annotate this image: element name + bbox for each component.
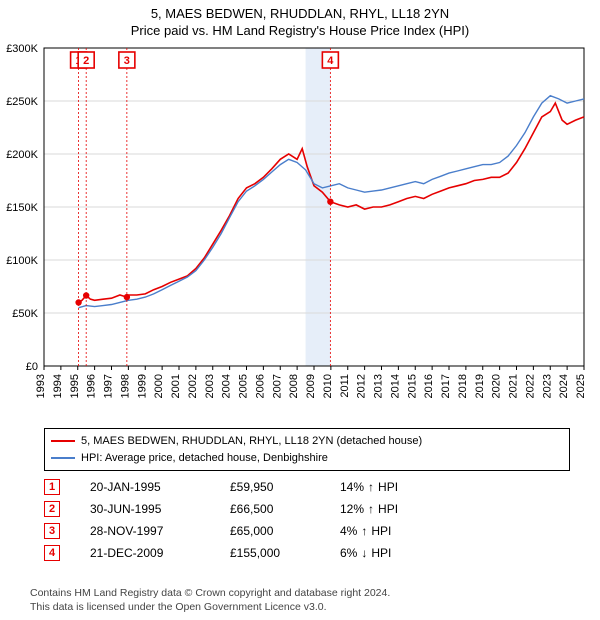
x-tick-label: 1993 — [35, 374, 47, 398]
x-tick-label: 2014 — [389, 374, 401, 398]
sales-table: 1 20-JAN-1995£59,95014% ↑ HPI 2 30-JUN-1995… — [44, 479, 570, 561]
y-tick-label: £300K — [6, 43, 38, 55]
x-tick-label: 2004 — [221, 374, 233, 398]
sale-date: 30-JUN-1995 — [90, 502, 230, 516]
sale-delta: 14% ↑ HPI — [340, 480, 460, 494]
x-tick-label: 2002 — [187, 374, 199, 398]
x-tick-label: 2025 — [575, 374, 587, 398]
legend-row-property: 5, MAES BEDWEN, RHUDDLAN, RHYL, LL18 2YN… — [51, 433, 563, 450]
legend-row-hpi: HPI: Average price, detached house, Denb… — [51, 450, 563, 467]
price-chart-svg: £0 £50K £100K £150K £200K £250K £300K 1993 1994 1… — [0, 42, 600, 422]
footer: Contains HM Land Registry data © Crown c… — [30, 586, 580, 614]
sale-marker-dot — [75, 299, 81, 305]
x-tick-label: 2007 — [271, 374, 283, 398]
sale-date: 20-JAN-1995 — [90, 480, 230, 494]
x-tick-label: 2012 — [356, 374, 368, 398]
sales-row: 1 20-JAN-1995£59,95014% ↑ HPI — [44, 479, 570, 495]
sale-marker-box: 1 — [44, 479, 60, 495]
x-tick-label: 2017 — [440, 374, 452, 398]
y-tick-label: £150K — [6, 202, 38, 214]
x-tick-label: 2018 — [457, 374, 469, 398]
y-tick-label: £250K — [6, 96, 38, 108]
legend-swatch-hpi — [51, 457, 75, 459]
sale-date: 21-DEC-2009 — [90, 546, 230, 560]
y-tick-label: £200K — [6, 149, 38, 161]
sale-marker-number: 3 — [124, 55, 130, 67]
x-tick-label: 1999 — [136, 374, 148, 398]
x-tick-label: 2001 — [170, 374, 182, 398]
sale-marker-dot — [124, 294, 130, 300]
sale-marker-box: 3 — [44, 523, 60, 539]
x-tick-label: 2006 — [254, 374, 266, 398]
x-tick-label: 2009 — [305, 374, 317, 398]
sale-delta: 12% ↑ HPI — [340, 502, 460, 516]
sales-row: 4 21-DEC-2009£155,0006% ↓ HPI — [44, 545, 570, 561]
sale-price: £155,000 — [230, 546, 340, 560]
x-tick-label: 2022 — [524, 374, 536, 398]
sale-marker-box: 4 — [44, 545, 60, 561]
y-tick-label: £50K — [12, 308, 38, 320]
footer-line1: Contains HM Land Registry data © Crown c… — [30, 586, 580, 600]
sale-delta: 4% ↑ HPI — [340, 524, 460, 538]
sale-price: £66,500 — [230, 502, 340, 516]
sale-price: £59,950 — [230, 480, 340, 494]
x-tick-label: 2023 — [541, 374, 553, 398]
arrow-icon: ↑ — [368, 502, 374, 516]
arrow-icon: ↓ — [361, 546, 367, 560]
x-tick-label: 2010 — [322, 374, 334, 398]
chart-title-subtitle: Price paid vs. HM Land Registry's House … — [0, 23, 600, 38]
sales-row: 2 30-JUN-1995£66,50012% ↑ HPI — [44, 501, 570, 517]
arrow-icon: ↑ — [361, 524, 367, 538]
legend-label-hpi: HPI: Average price, detached house, Denb… — [81, 450, 328, 467]
y-tick-label: £100K — [6, 255, 38, 267]
sale-marker-number: 2 — [83, 55, 89, 67]
x-tick-label: 2013 — [373, 374, 385, 398]
sales-row: 3 28-NOV-1997£65,0004% ↑ HPI — [44, 523, 570, 539]
x-tick-label: 2024 — [558, 374, 570, 398]
legend-swatch-property — [51, 440, 75, 442]
x-tick-label: 1997 — [103, 374, 115, 398]
x-tick-label: 2021 — [508, 374, 520, 398]
chart-area: £0 £50K £100K £150K £200K £250K £300K 1993 1994 1… — [0, 42, 600, 422]
sale-delta: 6% ↓ HPI — [340, 546, 460, 560]
sale-marker-dot — [327, 199, 333, 205]
x-tick-label: 2015 — [406, 374, 418, 398]
x-tick-label: 2019 — [474, 374, 486, 398]
x-tick-label: 1995 — [69, 374, 81, 398]
sale-marker-number: 4 — [327, 55, 334, 67]
footer-line2: This data is licensed under the Open Gov… — [30, 600, 580, 614]
x-tick-label: 1994 — [52, 374, 64, 398]
x-tick-label: 1998 — [119, 374, 131, 398]
sale-marker-dot — [83, 292, 89, 298]
y-tick-label: £0 — [26, 361, 38, 373]
x-tick-label: 2008 — [288, 374, 300, 398]
sale-marker-box: 2 — [44, 501, 60, 517]
x-tick-label: 2000 — [153, 374, 165, 398]
x-tick-label: 2016 — [423, 374, 435, 398]
sale-date: 28-NOV-1997 — [90, 524, 230, 538]
x-tick-label: 2020 — [491, 374, 503, 398]
arrow-icon: ↑ — [368, 480, 374, 494]
legend: 5, MAES BEDWEN, RHUDDLAN, RHYL, LL18 2YN… — [44, 428, 570, 471]
sale-price: £65,000 — [230, 524, 340, 538]
x-tick-label: 2003 — [204, 374, 216, 398]
legend-label-property: 5, MAES BEDWEN, RHUDDLAN, RHYL, LL18 2YN… — [81, 433, 422, 450]
x-tick-label: 2005 — [238, 374, 250, 398]
x-tick-label: 1996 — [86, 374, 98, 398]
chart-title-address: 5, MAES BEDWEN, RHUDDLAN, RHYL, LL18 2YN — [0, 6, 600, 21]
x-tick-label: 2011 — [339, 374, 351, 398]
